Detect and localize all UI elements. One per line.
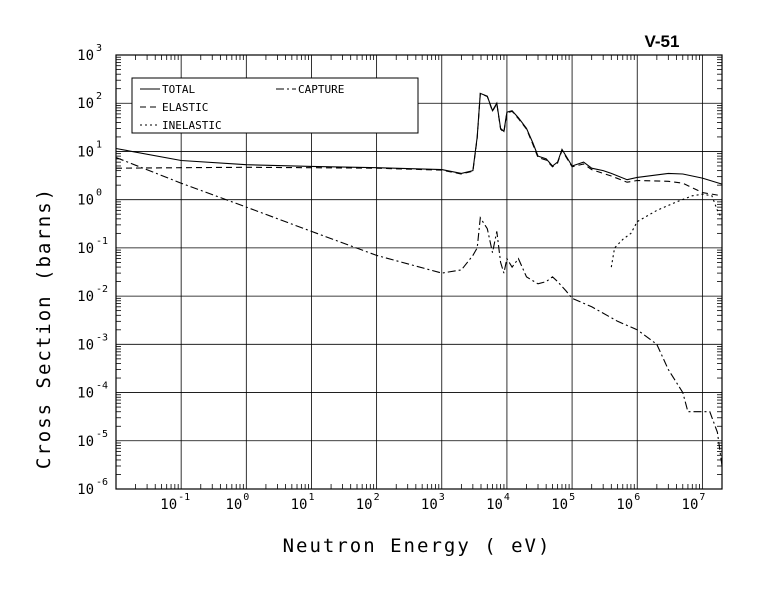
x-tick-label: 10 5 (551, 492, 575, 513)
y-tick-label: 10 -2 (77, 284, 108, 305)
y-tick-base: 10 (77, 337, 94, 353)
y-tick-label: 10 -5 (77, 429, 108, 450)
x-tick-base: 10 (160, 497, 177, 513)
y-tick-label: 10 0 (77, 188, 102, 209)
x-tick-label: 10 6 (616, 492, 640, 513)
legend-item-inelastic: INELASTIC (140, 119, 222, 132)
y-axis-title: Cross Section (barns) (33, 187, 55, 469)
legend-box (131, 77, 419, 134)
y-tick-exponent: 2 (96, 91, 102, 102)
chart-title: V-51 (645, 32, 680, 51)
x-axis-title: Neutron Energy ( eV) (283, 535, 552, 557)
x-tick-exponent: 0 (243, 492, 249, 503)
x-tick-base: 10 (616, 497, 633, 513)
y-tick-base: 10 (77, 434, 94, 450)
y-tick-base: 10 (77, 193, 94, 209)
legend-item-elastic: ELASTIC (140, 101, 208, 114)
y-tick-exponent: 3 (96, 43, 102, 54)
series-inelastic-line (610, 193, 723, 268)
x-tick-exponent: 7 (699, 492, 705, 503)
y-tick-base: 10 (77, 386, 94, 402)
legend: TOTAL ELASTIC INELASTIC CAPTURE (131, 77, 419, 134)
y-tick-label: 10 3 (77, 43, 102, 64)
y-tick-exponent: -1 (96, 236, 108, 247)
grid-lines (116, 54, 722, 490)
y-tick-label: 10 -3 (77, 332, 108, 353)
y-tick-base: 10 (77, 96, 94, 112)
y-tick-base: 10 (77, 289, 94, 305)
legend-item-total: TOTAL (140, 83, 195, 96)
y-tick-base: 10 (77, 48, 94, 64)
y-tick-exponent: -5 (96, 429, 108, 440)
series-capture-line (115, 156, 723, 467)
x-tick-exponent: 3 (439, 492, 445, 503)
x-tick-label: 10 2 (356, 492, 380, 513)
legend-item-capture: CAPTURE (276, 83, 344, 96)
series-elastic-line (115, 92, 723, 197)
x-tick-exponent: 6 (634, 492, 640, 503)
x-tick-exponent: 1 (308, 492, 314, 503)
y-tick-exponent: -4 (96, 381, 108, 392)
x-tick-label: 10 7 (682, 492, 706, 513)
x-tick-label: 10 4 (486, 492, 510, 513)
x-tick-label: 10 0 (225, 492, 249, 513)
x-tick-exponent: 5 (569, 492, 575, 503)
y-tick-base: 10 (77, 241, 94, 257)
legend-label: CAPTURE (298, 83, 344, 96)
x-tick-label: 10 -1 (160, 492, 190, 513)
x-tick-base: 10 (551, 497, 568, 513)
x-tick-exponent: 4 (504, 492, 510, 503)
y-tick-exponent: -3 (96, 332, 108, 343)
axis-ticks (116, 55, 723, 489)
y-tick-label: 10 -1 (77, 236, 108, 257)
x-tick-exponent: -1 (178, 492, 190, 503)
y-tick-exponent: 1 (96, 139, 102, 150)
y-tick-base: 10 (77, 482, 94, 498)
y-tick-exponent: 0 (96, 188, 102, 199)
x-tick-base: 10 (225, 497, 242, 513)
series-layer (115, 92, 723, 467)
y-tick-label: 10 -4 (77, 381, 108, 402)
y-tick-exponent: -2 (96, 284, 108, 295)
y-tick-exponent: -6 (96, 477, 108, 488)
x-tick-base: 10 (291, 497, 308, 513)
legend-label: TOTAL (162, 83, 195, 96)
x-tick-label: 10 1 (291, 492, 315, 513)
x-tick-labels: 10 -1 10 0 10 1 10 2 10 3 10 4 10 5 10 6 10 7 (160, 492, 705, 513)
legend-label: ELASTIC (162, 101, 208, 114)
plot-frame (115, 54, 723, 490)
y-tick-base: 10 (77, 144, 94, 160)
series-total-line (115, 92, 723, 185)
x-tick-base: 10 (682, 497, 699, 513)
x-tick-base: 10 (356, 497, 373, 513)
y-tick-label: 10 2 (77, 91, 102, 112)
x-tick-label: 10 3 (421, 492, 445, 513)
x-tick-base: 10 (421, 497, 438, 513)
y-tick-label: 10 1 (77, 139, 102, 160)
x-tick-exponent: 2 (374, 492, 380, 503)
y-tick-label: 10 -6 (77, 477, 108, 498)
legend-label: INELASTIC (162, 119, 222, 132)
x-tick-base: 10 (486, 497, 503, 513)
